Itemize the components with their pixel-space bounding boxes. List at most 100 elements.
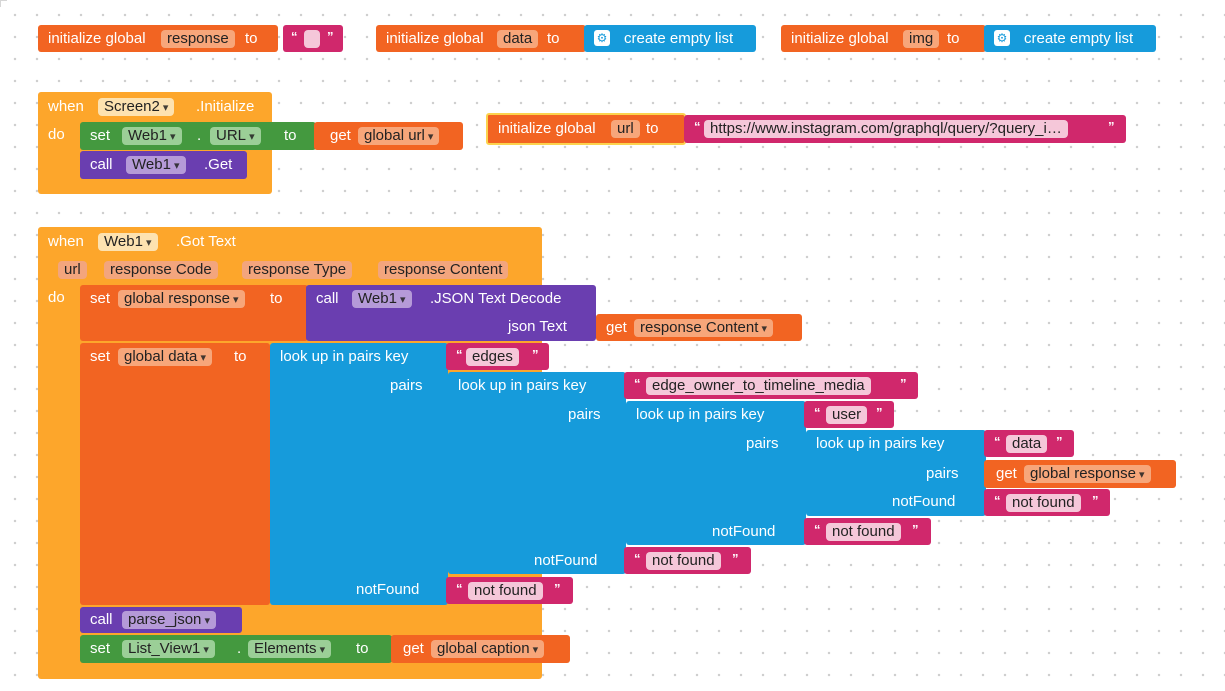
- set-label: set: [90, 640, 111, 657]
- to-label: to: [270, 290, 283, 307]
- set-global-response-block[interactable]: set global response to: [80, 285, 308, 341]
- call-web-get-block[interactable]: call Web1 .Get: [80, 151, 247, 179]
- dot-label: .: [237, 640, 242, 657]
- variable-name-field[interactable]: data: [497, 30, 539, 48]
- get-global-response-block[interactable]: get global response: [984, 460, 1176, 488]
- component-dropdown[interactable]: Web1: [122, 127, 182, 145]
- not-found-text-block[interactable]: “ not found ”: [804, 518, 931, 545]
- url-text-field[interactable]: https://www.instagram.com/graphql/query/…: [704, 120, 1068, 138]
- component-dropdown[interactable]: Web1: [98, 233, 158, 251]
- call-label: call: [316, 290, 339, 307]
- gear-icon[interactable]: ⚙: [594, 30, 610, 46]
- close-quote-icon: ”: [900, 376, 907, 391]
- param-response-type[interactable]: response Type: [242, 261, 353, 279]
- variable-name-field[interactable]: response: [161, 30, 235, 48]
- lookup-pairs-block[interactable]: look up in pairs key pairs notFound: [806, 430, 986, 516]
- set-label: set: [90, 348, 111, 365]
- to-label: to: [284, 127, 297, 144]
- param-response-content[interactable]: response Content: [378, 261, 509, 279]
- not-found-text-field[interactable]: not found: [1006, 494, 1081, 512]
- lookup-pairs-block[interactable]: look up in pairs key pairs notFound: [626, 401, 806, 545]
- key-text-block[interactable]: “ data ”: [984, 430, 1074, 457]
- pairs-label: pairs: [568, 406, 601, 423]
- to-label: to: [547, 30, 560, 47]
- get-label: get: [606, 319, 627, 336]
- variable-dropdown[interactable]: response Content: [634, 319, 773, 337]
- key-text-field[interactable]: user: [826, 406, 868, 424]
- not-found-label: notFound: [892, 493, 956, 510]
- when-label: when: [48, 233, 84, 250]
- json-text-decode-block[interactable]: call Web1 .JSON Text Decode json Text: [306, 285, 596, 341]
- component-dropdown[interactable]: Web1: [352, 290, 412, 308]
- create-list-label: create empty list: [624, 30, 734, 47]
- get-global-caption-block[interactable]: get global caption: [391, 635, 570, 663]
- variable-dropdown[interactable]: global response: [1024, 465, 1151, 483]
- not-found-text-block[interactable]: “ not found ”: [446, 577, 573, 604]
- variable-name-field[interactable]: img: [903, 30, 940, 48]
- close-quote-icon: ”: [1092, 493, 1099, 508]
- get-response-content-block[interactable]: get response Content: [596, 314, 802, 341]
- lookup-label: look up in pairs key: [816, 435, 945, 452]
- lookup-pairs-block[interactable]: look up in pairs key pairs notFound: [270, 343, 448, 605]
- to-label: to: [356, 640, 369, 657]
- lookup-pairs-block[interactable]: look up in pairs key pairs notFound: [448, 372, 626, 574]
- not-found-text-field[interactable]: not found: [646, 552, 721, 570]
- not-found-text-block[interactable]: “ not found ”: [984, 489, 1110, 516]
- variable-dropdown[interactable]: global data: [118, 348, 212, 366]
- variable-dropdown[interactable]: global response: [118, 290, 245, 308]
- set-web-url-block[interactable]: set Web1 . URL to: [80, 122, 316, 150]
- open-quote-icon: “: [814, 405, 821, 420]
- keyword-label: initialize global: [386, 30, 484, 47]
- key-text-field[interactable]: data: [1006, 435, 1048, 453]
- gear-icon[interactable]: ⚙: [994, 30, 1010, 46]
- set-listview-elements-block[interactable]: set List_View1 . Elements to: [80, 635, 392, 663]
- key-text-block[interactable]: “ user ”: [804, 401, 894, 428]
- init-global-img-block[interactable]: initialize global img to: [781, 25, 986, 52]
- component-dropdown[interactable]: List_View1: [122, 640, 215, 658]
- open-quote-icon: “: [694, 119, 701, 134]
- empty-text-field[interactable]: [304, 30, 320, 48]
- to-label: to: [947, 30, 960, 47]
- not-found-text-block[interactable]: “ not found ”: [624, 547, 751, 574]
- property-dropdown[interactable]: URL: [210, 127, 261, 145]
- create-empty-list-block[interactable]: ⚙ create empty list: [584, 25, 756, 52]
- close-quote-icon: ”: [1108, 119, 1115, 134]
- call-parse-json-block[interactable]: call parse_json: [80, 607, 242, 633]
- get-global-url-block[interactable]: get global url: [314, 122, 463, 150]
- variable-dropdown[interactable]: global url: [358, 127, 440, 145]
- param-url[interactable]: url: [58, 261, 87, 279]
- lookup-label: look up in pairs key: [636, 406, 765, 423]
- close-quote-icon: ”: [732, 551, 739, 566]
- init-global-data-block[interactable]: initialize global data to: [376, 25, 586, 52]
- set-label: set: [90, 127, 111, 144]
- empty-text-block[interactable]: “ ”: [283, 25, 343, 52]
- variable-name-field[interactable]: url: [611, 120, 640, 138]
- open-quote-icon: “: [994, 434, 1001, 449]
- component-dropdown[interactable]: Web1: [126, 156, 186, 174]
- param-response-code[interactable]: response Code: [104, 261, 218, 279]
- key-text-block[interactable]: “ edge_owner_to_timeline_media ”: [624, 372, 918, 399]
- key-text-field[interactable]: edges: [466, 348, 519, 366]
- get-label: get: [403, 640, 424, 657]
- procedure-dropdown[interactable]: parse_json: [122, 611, 216, 629]
- variable-dropdown[interactable]: global caption: [431, 640, 545, 658]
- to-label: to: [234, 348, 247, 365]
- lookup-label: look up in pairs key: [458, 377, 587, 394]
- keyword-label: initialize global: [48, 30, 146, 47]
- not-found-label: notFound: [712, 523, 776, 540]
- url-text-block[interactable]: “ https://www.instagram.com/graphql/quer…: [684, 115, 1126, 143]
- keyword-label: initialize global: [498, 120, 596, 137]
- key-text-block[interactable]: “ edges ”: [446, 343, 549, 370]
- key-text-field[interactable]: edge_owner_to_timeline_media: [646, 377, 871, 395]
- not-found-text-field[interactable]: not found: [826, 523, 901, 541]
- pairs-label: pairs: [746, 435, 779, 452]
- init-global-url-block[interactable]: initialize global url to: [486, 113, 686, 145]
- set-global-data-block[interactable]: set global data to: [80, 343, 270, 605]
- component-dropdown[interactable]: Screen2: [98, 98, 175, 116]
- property-dropdown[interactable]: Elements: [248, 640, 332, 658]
- create-empty-list-block[interactable]: ⚙ create empty list: [984, 25, 1156, 52]
- init-global-response-block[interactable]: initialize global response to: [38, 25, 278, 52]
- close-quote-icon: ”: [532, 347, 539, 362]
- not-found-text-field[interactable]: not found: [468, 582, 543, 600]
- event-label: .Got Text: [176, 233, 236, 250]
